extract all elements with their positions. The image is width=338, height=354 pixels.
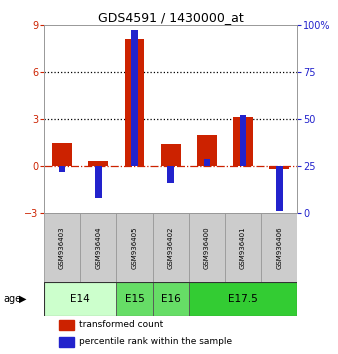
Text: age: age <box>3 294 22 304</box>
Bar <box>189 213 225 282</box>
Text: GSM936402: GSM936402 <box>168 226 174 269</box>
Bar <box>59 166 65 172</box>
Bar <box>52 143 72 166</box>
Bar <box>44 213 80 282</box>
Bar <box>167 166 174 183</box>
Text: E15: E15 <box>125 294 144 304</box>
Bar <box>203 159 210 166</box>
Bar <box>88 161 108 166</box>
Bar <box>59 320 74 330</box>
Bar <box>124 39 144 166</box>
Bar <box>80 213 116 282</box>
Bar <box>152 282 189 316</box>
Bar <box>240 115 246 166</box>
Bar <box>189 282 297 316</box>
Bar <box>233 118 253 166</box>
Text: E14: E14 <box>70 294 90 304</box>
Bar <box>276 166 283 211</box>
Text: ▶: ▶ <box>19 294 26 304</box>
Title: GDS4591 / 1430000_at: GDS4591 / 1430000_at <box>98 11 244 24</box>
Bar <box>225 213 261 282</box>
Text: GSM936405: GSM936405 <box>131 226 138 269</box>
Bar <box>269 166 289 169</box>
Bar <box>116 213 152 282</box>
Bar <box>261 213 297 282</box>
Bar <box>131 30 138 166</box>
Text: GSM936404: GSM936404 <box>95 226 101 269</box>
Text: GSM936403: GSM936403 <box>59 226 65 269</box>
Bar <box>59 337 74 347</box>
Bar <box>95 166 101 198</box>
Bar <box>161 144 180 166</box>
Bar <box>116 282 152 316</box>
Text: E16: E16 <box>161 294 180 304</box>
Text: E17.5: E17.5 <box>228 294 258 304</box>
Text: GSM936406: GSM936406 <box>276 226 282 269</box>
Text: percentile rank within the sample: percentile rank within the sample <box>79 337 233 347</box>
Bar <box>152 213 189 282</box>
Bar <box>44 282 116 316</box>
Text: GSM936400: GSM936400 <box>204 226 210 269</box>
Text: transformed count: transformed count <box>79 320 164 329</box>
Bar <box>197 135 217 166</box>
Text: GSM936401: GSM936401 <box>240 226 246 269</box>
